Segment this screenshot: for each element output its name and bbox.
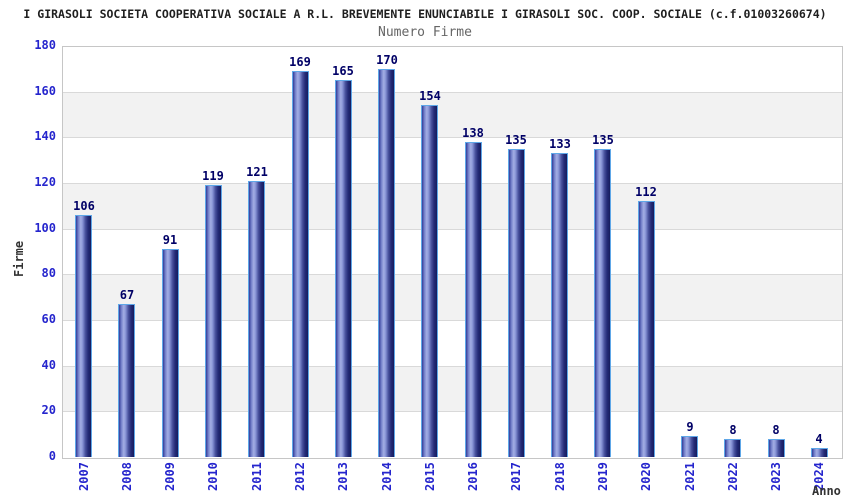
chart-title: I GIRASOLI SOCIETA COOPERATIVA SOCIALE A… bbox=[23, 7, 827, 21]
grid-band bbox=[63, 366, 842, 413]
x-tick-label: 2007 bbox=[77, 462, 91, 491]
bar bbox=[768, 439, 785, 457]
x-tick-label: 2016 bbox=[466, 462, 480, 491]
y-tick-label: 120 bbox=[34, 175, 56, 189]
bar-value-label: 4 bbox=[815, 432, 823, 446]
x-tick-label: 2014 bbox=[380, 462, 394, 491]
y-axis-label: Firme bbox=[12, 240, 26, 277]
x-tick-label: 2009 bbox=[163, 462, 177, 491]
x-tick-label: 2008 bbox=[120, 462, 134, 491]
bar bbox=[378, 69, 395, 457]
bar bbox=[205, 185, 222, 457]
bar-value-label: 154 bbox=[419, 89, 441, 103]
x-tick-label: 2012 bbox=[293, 462, 307, 491]
y-tick-label: 20 bbox=[41, 403, 56, 418]
bar bbox=[292, 71, 309, 457]
plot-area bbox=[62, 46, 843, 459]
bar-value-label: 135 bbox=[592, 133, 614, 147]
x-tick-label: 2017 bbox=[509, 462, 523, 491]
bar-value-label: 121 bbox=[246, 165, 268, 179]
bar-value-label: 8 bbox=[772, 423, 780, 437]
grid-band bbox=[63, 184, 842, 230]
x-tick-label: 2010 bbox=[206, 462, 220, 491]
bar-value-label: 165 bbox=[332, 64, 354, 78]
bar-value-label: 9 bbox=[686, 420, 694, 434]
bar-value-label: 170 bbox=[376, 53, 398, 67]
x-tick-label: 2022 bbox=[726, 462, 740, 491]
bar bbox=[508, 149, 525, 457]
chart-subtitle: Numero Firme bbox=[378, 25, 472, 40]
bar bbox=[162, 249, 179, 457]
grid-band bbox=[63, 275, 842, 321]
x-tick-label: 2021 bbox=[683, 462, 697, 491]
bar-value-label: 106 bbox=[73, 199, 95, 213]
grid-band bbox=[63, 321, 842, 367]
bar bbox=[248, 181, 265, 457]
bar-value-label: 133 bbox=[549, 137, 571, 151]
x-tick-label: 2020 bbox=[639, 462, 653, 491]
bar-value-label: 119 bbox=[202, 169, 224, 183]
x-tick-label: 2018 bbox=[553, 462, 567, 491]
x-tick-label: 2023 bbox=[769, 462, 783, 491]
y-tick-label: 180 bbox=[34, 38, 56, 52]
bar-value-label: 67 bbox=[119, 288, 135, 302]
grid-band bbox=[63, 92, 842, 139]
bar-value-label: 138 bbox=[462, 126, 484, 140]
bar bbox=[335, 80, 352, 457]
bar bbox=[594, 149, 611, 457]
bar bbox=[811, 448, 828, 457]
bar bbox=[551, 153, 568, 457]
y-tick-label: 60 bbox=[41, 312, 56, 326]
bar-value-label: 112 bbox=[635, 185, 657, 199]
x-tick-label: 2015 bbox=[423, 462, 437, 491]
bar bbox=[724, 439, 741, 457]
grid-band bbox=[63, 47, 842, 93]
y-tick-label: 100 bbox=[34, 220, 56, 235]
bar bbox=[75, 215, 92, 457]
x-tick-label: 2013 bbox=[336, 462, 350, 491]
x-tick-label: 2011 bbox=[250, 462, 264, 491]
grid-band bbox=[63, 138, 842, 184]
y-tick-label: 140 bbox=[34, 129, 56, 144]
y-tick-label: 40 bbox=[41, 357, 56, 372]
bar bbox=[638, 201, 655, 457]
y-tick-label: 0 bbox=[48, 449, 56, 463]
y-tick-label: 160 bbox=[34, 83, 56, 98]
bar bbox=[118, 304, 135, 457]
grid-band bbox=[63, 412, 842, 458]
bar bbox=[465, 142, 482, 457]
x-tick-label: 2019 bbox=[596, 462, 610, 491]
bar-value-label: 169 bbox=[289, 55, 311, 69]
x-axis-label: Anno bbox=[812, 484, 841, 498]
bar-value-label: 135 bbox=[505, 133, 527, 147]
bar-value-label: 91 bbox=[162, 233, 178, 247]
bar-value-label: 8 bbox=[729, 423, 737, 437]
bar bbox=[421, 105, 438, 457]
grid-band bbox=[63, 229, 842, 276]
bar bbox=[681, 436, 698, 457]
y-tick-label: 80 bbox=[41, 266, 56, 281]
